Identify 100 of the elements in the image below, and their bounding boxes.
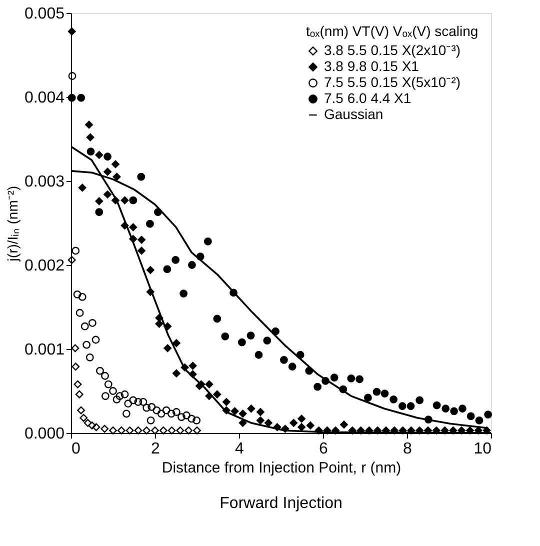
point [101,372,109,380]
point [84,418,92,427]
point [364,394,372,402]
point [330,374,338,382]
point [129,396,138,404]
point [101,392,110,400]
y-tick-label: 0.002 [24,258,65,274]
point [117,426,126,434]
point [68,72,76,80]
point [88,319,96,327]
y-tick-label: 0.001 [24,342,65,358]
legend-label: 7.5 5.5 0.15 X(5x10⁻²) [324,74,461,90]
y-axis-title: j(r)/Iᵢₙ (nm⁻²) [4,186,20,262]
x-tick-label: 4 [235,440,244,458]
point [74,380,82,388]
point [221,332,230,340]
point [92,336,100,344]
point [314,382,322,391]
point [180,290,188,298]
point [484,410,492,418]
point [406,402,415,410]
point [162,406,170,414]
point [137,172,146,181]
point [134,398,142,406]
point [168,426,176,434]
point [112,395,121,404]
point [148,403,156,411]
point [159,426,168,434]
legend-label: 7.5 6.0 4.4 X1 [324,90,412,106]
point [167,410,176,418]
point [288,362,296,371]
point [129,196,138,204]
point [380,390,389,398]
point [104,380,112,388]
point [475,416,484,424]
point [238,338,246,346]
point [172,408,180,416]
point [182,411,190,420]
point [76,308,84,317]
point [77,406,86,414]
y-tick-label: 0.005 [24,6,65,22]
point [246,332,255,340]
point [68,94,76,102]
x-tick-label: 10 [474,440,492,458]
point [280,356,288,364]
point [146,416,155,424]
point [263,336,272,345]
point [458,404,466,413]
point [109,426,117,434]
point [142,426,151,434]
point [356,375,364,384]
point [73,290,82,298]
point [86,148,95,156]
point [188,261,196,269]
point [390,395,398,404]
point [347,374,356,382]
point [96,366,104,375]
point [157,410,166,418]
point [442,404,450,413]
point [172,256,180,264]
point [82,340,90,349]
point [372,388,381,396]
legend-label: Gaussian [324,106,384,122]
point [109,387,117,395]
point [142,404,151,412]
point [78,292,86,301]
x-tick-label: 0 [72,440,80,458]
point [139,398,148,406]
point [254,350,263,359]
point [116,392,124,400]
point [152,406,161,414]
x-tick-label: 2 [151,440,160,458]
legend-label: 3.8 9.8 0.15 X1 [324,58,420,74]
point [68,256,76,264]
legend-label: 3.8 5.5 0.15 X(2x10⁻³) [324,42,461,58]
point [416,396,424,404]
y-tick-label: 0.004 [24,90,65,106]
x-tick-label: 6 [319,440,328,458]
point [432,401,441,410]
point [204,238,212,246]
point [71,344,80,352]
point [151,426,159,434]
point [450,407,458,416]
point [178,413,186,421]
point [213,314,222,323]
point [126,426,134,434]
point [188,414,196,423]
point [80,322,89,330]
x-tick-label: 8 [403,440,412,458]
point [122,410,130,418]
y-tick-label: 0.003 [24,174,65,190]
point [124,400,132,408]
point [77,94,86,102]
legend-title: tₒₓ(nm) VT(V) Vₒₓ(V) scaling [306,23,478,39]
point [72,362,80,371]
point [72,246,80,255]
point [92,423,100,432]
point [104,152,112,161]
text: Forward Injection [220,495,342,512]
x-axis-title: Distance from Injection Point, r (nm) [162,460,402,476]
